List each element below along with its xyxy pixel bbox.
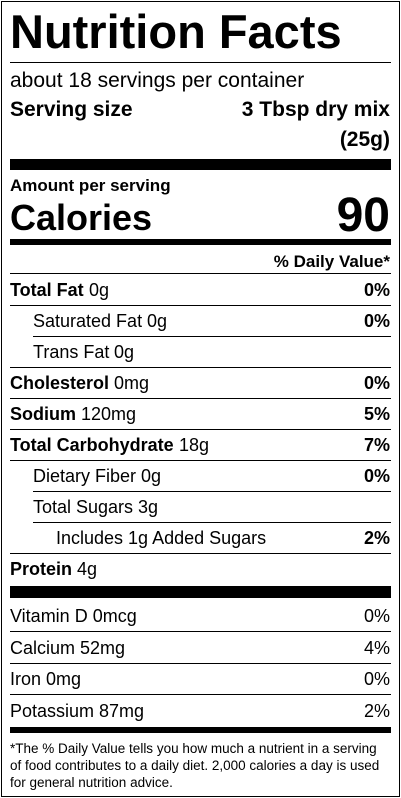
servings: about 18 servings per container (10, 69, 305, 92)
rule (10, 273, 391, 274)
nutrient-name: Sodium (10, 404, 76, 424)
nutrient-amount: 120mg (81, 404, 137, 424)
rule (10, 62, 391, 63)
serving-size-weight: (25g) (339, 128, 390, 151)
rule (10, 398, 391, 399)
calories-value: 90 (336, 189, 390, 242)
daily-value: 0% (363, 311, 390, 331)
daily-value-header: % Daily Value* (273, 252, 390, 271)
nutrient-amount: 0mg (114, 373, 150, 393)
nutrient-name: Total Fat (10, 280, 84, 300)
nutrient-name: Cholesterol (10, 373, 110, 393)
rule (10, 631, 391, 632)
nutrient-amount: 0g (89, 280, 110, 300)
daily-value: 7% (363, 435, 390, 455)
amount-per-serving: Amount per serving (10, 176, 171, 195)
daily-value: 0% (363, 280, 390, 300)
rule (10, 694, 391, 696)
vitamin-name: Vitamin D 0mcg (10, 606, 137, 626)
rule (33, 491, 391, 492)
nutrient-amount: 0g (141, 466, 162, 486)
nutrient-name: Includes 1g Added Sugars (56, 528, 267, 548)
nutrient-name: Protein (10, 559, 73, 579)
nutrient-amount: 0g (114, 342, 135, 362)
nutrient-amount: 4g (77, 559, 98, 579)
daily-value: 4% (363, 637, 390, 658)
serving-size-label: Serving size (10, 98, 133, 121)
nutrient-name: Total Sugars (33, 497, 134, 517)
rule (10, 367, 391, 368)
daily-value: 0% (363, 606, 390, 626)
nutrient-amount: 18g (179, 435, 210, 455)
vitamin-name: Iron 0mg (10, 669, 82, 690)
rule (33, 336, 391, 337)
rule (10, 553, 391, 554)
nutrient-name: Saturated Fat (33, 311, 143, 331)
rule (10, 429, 391, 430)
title: Nutrition Facts (10, 5, 342, 58)
daily-value: 2% (363, 700, 390, 721)
daily-value: 0% (363, 373, 390, 393)
rule (33, 522, 391, 523)
nutrient-amount: 0g (147, 311, 168, 331)
calories-label: Calories (10, 197, 153, 238)
nutrient-name: Total Carbohydrate (10, 435, 174, 455)
daily-value: 5% (363, 404, 390, 424)
nutrient-name: Dietary Fiber (33, 466, 137, 486)
daily-value: 2% (363, 528, 390, 548)
vitamin-name: Calcium 52mg (10, 637, 126, 658)
nutrient-amount: 3g (138, 497, 159, 517)
rule (10, 305, 391, 306)
medium-bar (10, 239, 391, 245)
daily-value: 0% (363, 669, 390, 690)
daily-value: 0% (363, 466, 390, 486)
medium-bar (10, 727, 391, 734)
rule (10, 460, 391, 461)
vitamin-name: Potassium 87mg (10, 700, 145, 721)
rule (10, 662, 391, 664)
thick-bar (10, 159, 391, 170)
nutrient-name: Trans Fat (33, 342, 110, 362)
thick-bar (10, 586, 391, 598)
serving-size-value: 3 Tbsp dry mix (241, 98, 390, 121)
footnote: *The % Daily Value tells you how much a … (10, 741, 380, 790)
